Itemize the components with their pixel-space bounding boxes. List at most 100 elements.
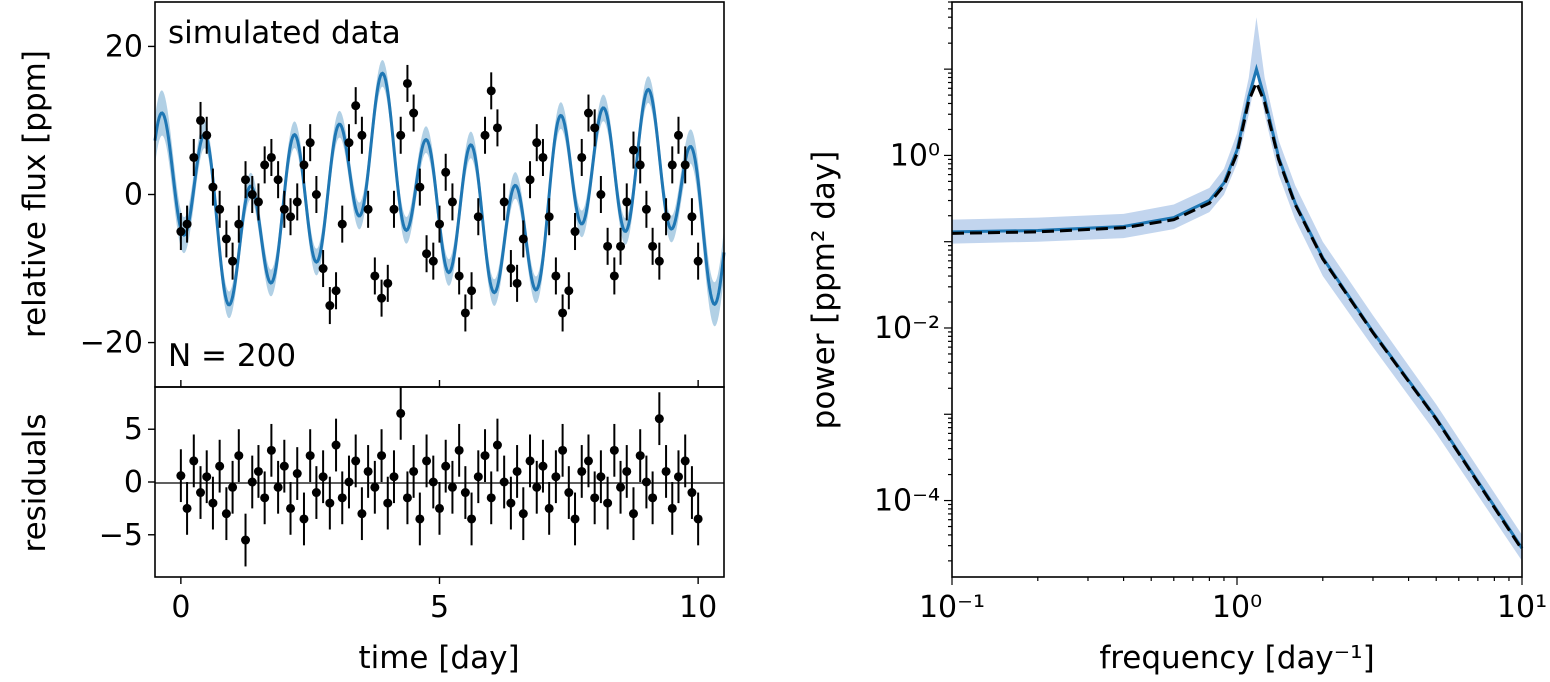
flux-point xyxy=(221,234,231,244)
power-true-path xyxy=(951,78,1524,551)
residual-point xyxy=(396,408,406,418)
residual-point xyxy=(596,472,606,482)
flux-point xyxy=(590,123,600,133)
flux-point xyxy=(447,197,457,207)
flux-point xyxy=(325,301,335,311)
residual-point xyxy=(428,477,438,487)
residual-point xyxy=(441,461,451,471)
residual-point xyxy=(247,477,257,487)
flux-point xyxy=(609,271,619,281)
residual-point xyxy=(351,456,361,466)
power-spectrum-panel: 10⁰ 10⁻² 10⁻⁴ 10⁻¹ 10⁰ 10¹ frequency [day⁻¹]… xyxy=(806,1,1547,676)
flux-point xyxy=(286,212,296,222)
residual-point xyxy=(299,514,309,524)
prediction-band-area xyxy=(155,59,724,327)
flux-point xyxy=(525,175,535,185)
flux-point xyxy=(415,182,425,192)
residual-point xyxy=(286,503,296,513)
annotation-sample-count: N = 200 xyxy=(168,338,296,374)
residual-point xyxy=(344,477,354,487)
flux-point xyxy=(422,249,432,259)
power-inferred-line xyxy=(951,63,1524,550)
flux-point xyxy=(196,115,206,125)
flux-point xyxy=(318,264,328,274)
flux-point xyxy=(247,190,257,199)
residual-point xyxy=(667,503,677,513)
residual-point xyxy=(518,509,528,519)
residual-point xyxy=(616,482,626,492)
power-band xyxy=(952,17,1522,561)
flux-point xyxy=(622,197,632,207)
power-spectrum-frame xyxy=(951,1,1523,578)
flux-point xyxy=(409,108,419,118)
residual-point xyxy=(661,466,671,476)
residual-point xyxy=(215,461,225,471)
residual-point xyxy=(409,466,419,476)
residual-point xyxy=(687,488,697,498)
flux-point xyxy=(583,108,593,118)
flux-point xyxy=(499,197,509,207)
flux-point xyxy=(337,219,347,229)
flux-point xyxy=(486,86,496,96)
residual-point xyxy=(221,509,231,519)
residual-point xyxy=(641,477,651,487)
residual-point xyxy=(415,514,425,524)
flux-point xyxy=(551,271,561,281)
residual-point xyxy=(673,472,683,482)
residual-y-tick-label: −5 xyxy=(99,518,143,553)
flux-point xyxy=(661,212,671,222)
annotation-simulated-data: simulated data xyxy=(168,15,401,51)
residual-point xyxy=(551,472,561,482)
flux-point xyxy=(680,160,690,170)
flux-point xyxy=(351,101,361,111)
residual-point xyxy=(228,482,238,492)
flux-point xyxy=(202,130,212,140)
residual-point xyxy=(182,503,192,513)
residual-point xyxy=(422,456,432,466)
light-curve-y-ticks: 20 0 −20 xyxy=(80,29,155,361)
flux-point xyxy=(370,271,380,281)
power-tick-label: 10⁰ xyxy=(890,138,940,173)
residual-point xyxy=(234,451,244,461)
residual-point xyxy=(622,466,632,476)
residual-points xyxy=(176,387,703,567)
flux-point xyxy=(570,227,580,237)
power-x-ticks: 10⁻¹ 10⁰ 10¹ xyxy=(919,577,1547,625)
frequency-axis-label: frequency [day⁻¹] xyxy=(1099,640,1374,676)
flux-point xyxy=(292,197,302,207)
flux-point xyxy=(241,175,251,185)
residual-point xyxy=(311,488,321,498)
flux-point xyxy=(564,286,574,296)
flux-point xyxy=(234,219,244,229)
residual-point xyxy=(460,488,470,498)
flux-point xyxy=(377,293,387,303)
residuals-x-ticks: 0 5 10 xyxy=(171,577,717,625)
residual-point xyxy=(273,482,283,492)
residual-point xyxy=(480,451,490,461)
flux-point xyxy=(176,227,186,237)
residual-point xyxy=(202,472,212,482)
light-curve-y-axis-label: relative flux [ppm] xyxy=(17,50,53,338)
time-tick-label: 10 xyxy=(679,590,717,625)
prediction-band xyxy=(155,59,724,327)
flux-point xyxy=(628,145,638,155)
residual-point xyxy=(253,466,263,476)
frequency-tick-label: 10⁰ xyxy=(1212,590,1262,625)
residual-point xyxy=(435,503,444,513)
flux-point xyxy=(266,152,276,162)
residual-point xyxy=(292,469,302,479)
flux-point xyxy=(363,204,373,214)
residual-point xyxy=(266,445,276,455)
residual-point xyxy=(196,488,206,498)
residual-point xyxy=(628,509,638,519)
flux-point xyxy=(208,182,218,192)
residual-point xyxy=(680,456,690,466)
power-tick-label: 10⁻⁴ xyxy=(874,484,940,519)
flux-point xyxy=(673,130,683,140)
light-curve-x-ticks xyxy=(180,380,699,387)
frequency-tick-label: 10¹ xyxy=(1497,590,1547,625)
residual-point xyxy=(473,472,483,482)
residual-point xyxy=(241,535,251,545)
flux-point xyxy=(480,130,490,140)
